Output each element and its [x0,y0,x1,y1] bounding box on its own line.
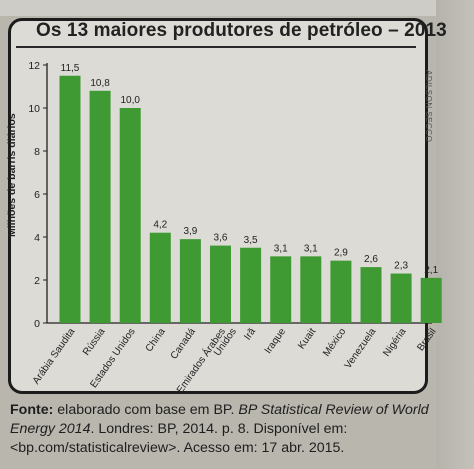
source-title: BP Statistical Review of World Energy 20… [10,402,429,437]
bar [149,232,171,323]
bar [210,245,231,323]
y-tick-label: 6 [34,189,40,201]
bar-value-label: 2,9 [334,248,348,259]
bar [360,267,382,323]
bar [300,256,322,323]
category-label: Arábia Saudita [31,326,78,386]
bar [390,273,412,323]
y-tick-label: 10 [28,103,40,115]
y-tick-label: 2 [34,275,40,287]
y-tick-label: 8 [34,146,40,158]
y-tick-label: 0 [34,318,40,330]
bar-value-label: 3,9 [183,226,197,237]
bar-value-label: 10,0 [120,95,140,106]
bar [270,256,292,323]
bar-value-label: 2,1 [424,265,438,276]
bar-value-label: 2,6 [364,254,378,265]
page-edge [436,0,474,469]
y-tick-label: 4 [34,232,40,244]
category-label: Kuait [296,326,318,351]
bar [119,108,141,323]
category-label: Canadá [169,326,198,361]
bar-value-label: 3,1 [304,243,318,254]
bar-value-label: 3,1 [274,243,288,254]
bar-value-label: 11,5 [61,63,80,74]
bar-value-label: 2,3 [394,261,408,272]
category-label: Rússia [81,326,108,358]
bar-value-label: 3,6 [214,233,228,244]
bar [59,75,81,323]
category-label: México [321,326,348,359]
bar-value-label: 3,5 [244,235,258,246]
source-lead: Fonte: [10,402,54,418]
source-text-1: elaborado com base em BP. [53,402,239,418]
category-label: Irã [242,326,258,342]
bar [330,260,352,323]
image-credit: ADILSON SECCO [424,70,433,143]
bar [240,247,262,323]
category-label: Nigéria [381,326,408,359]
source-caption: Fonte: elaborado com base em BP. BP Stat… [10,401,470,458]
bar [89,90,111,323]
source-text-2: . Londres: BP, 2014. p. 8. Disponível em… [10,421,348,456]
bar-value-label: 4,2 [153,220,167,231]
bar-value-label: 10,8 [90,78,110,89]
bar [179,239,201,323]
bar [420,277,442,323]
title-divider [16,46,416,48]
chart-title: Os 13 maiores produtores de petróleo – 2… [36,20,447,41]
category-label: Brasil [415,326,438,353]
category-label: China [144,326,168,354]
category-label: Iraque [263,326,289,356]
y-tick-label: 12 [28,60,40,72]
page-top-strip [0,0,474,16]
